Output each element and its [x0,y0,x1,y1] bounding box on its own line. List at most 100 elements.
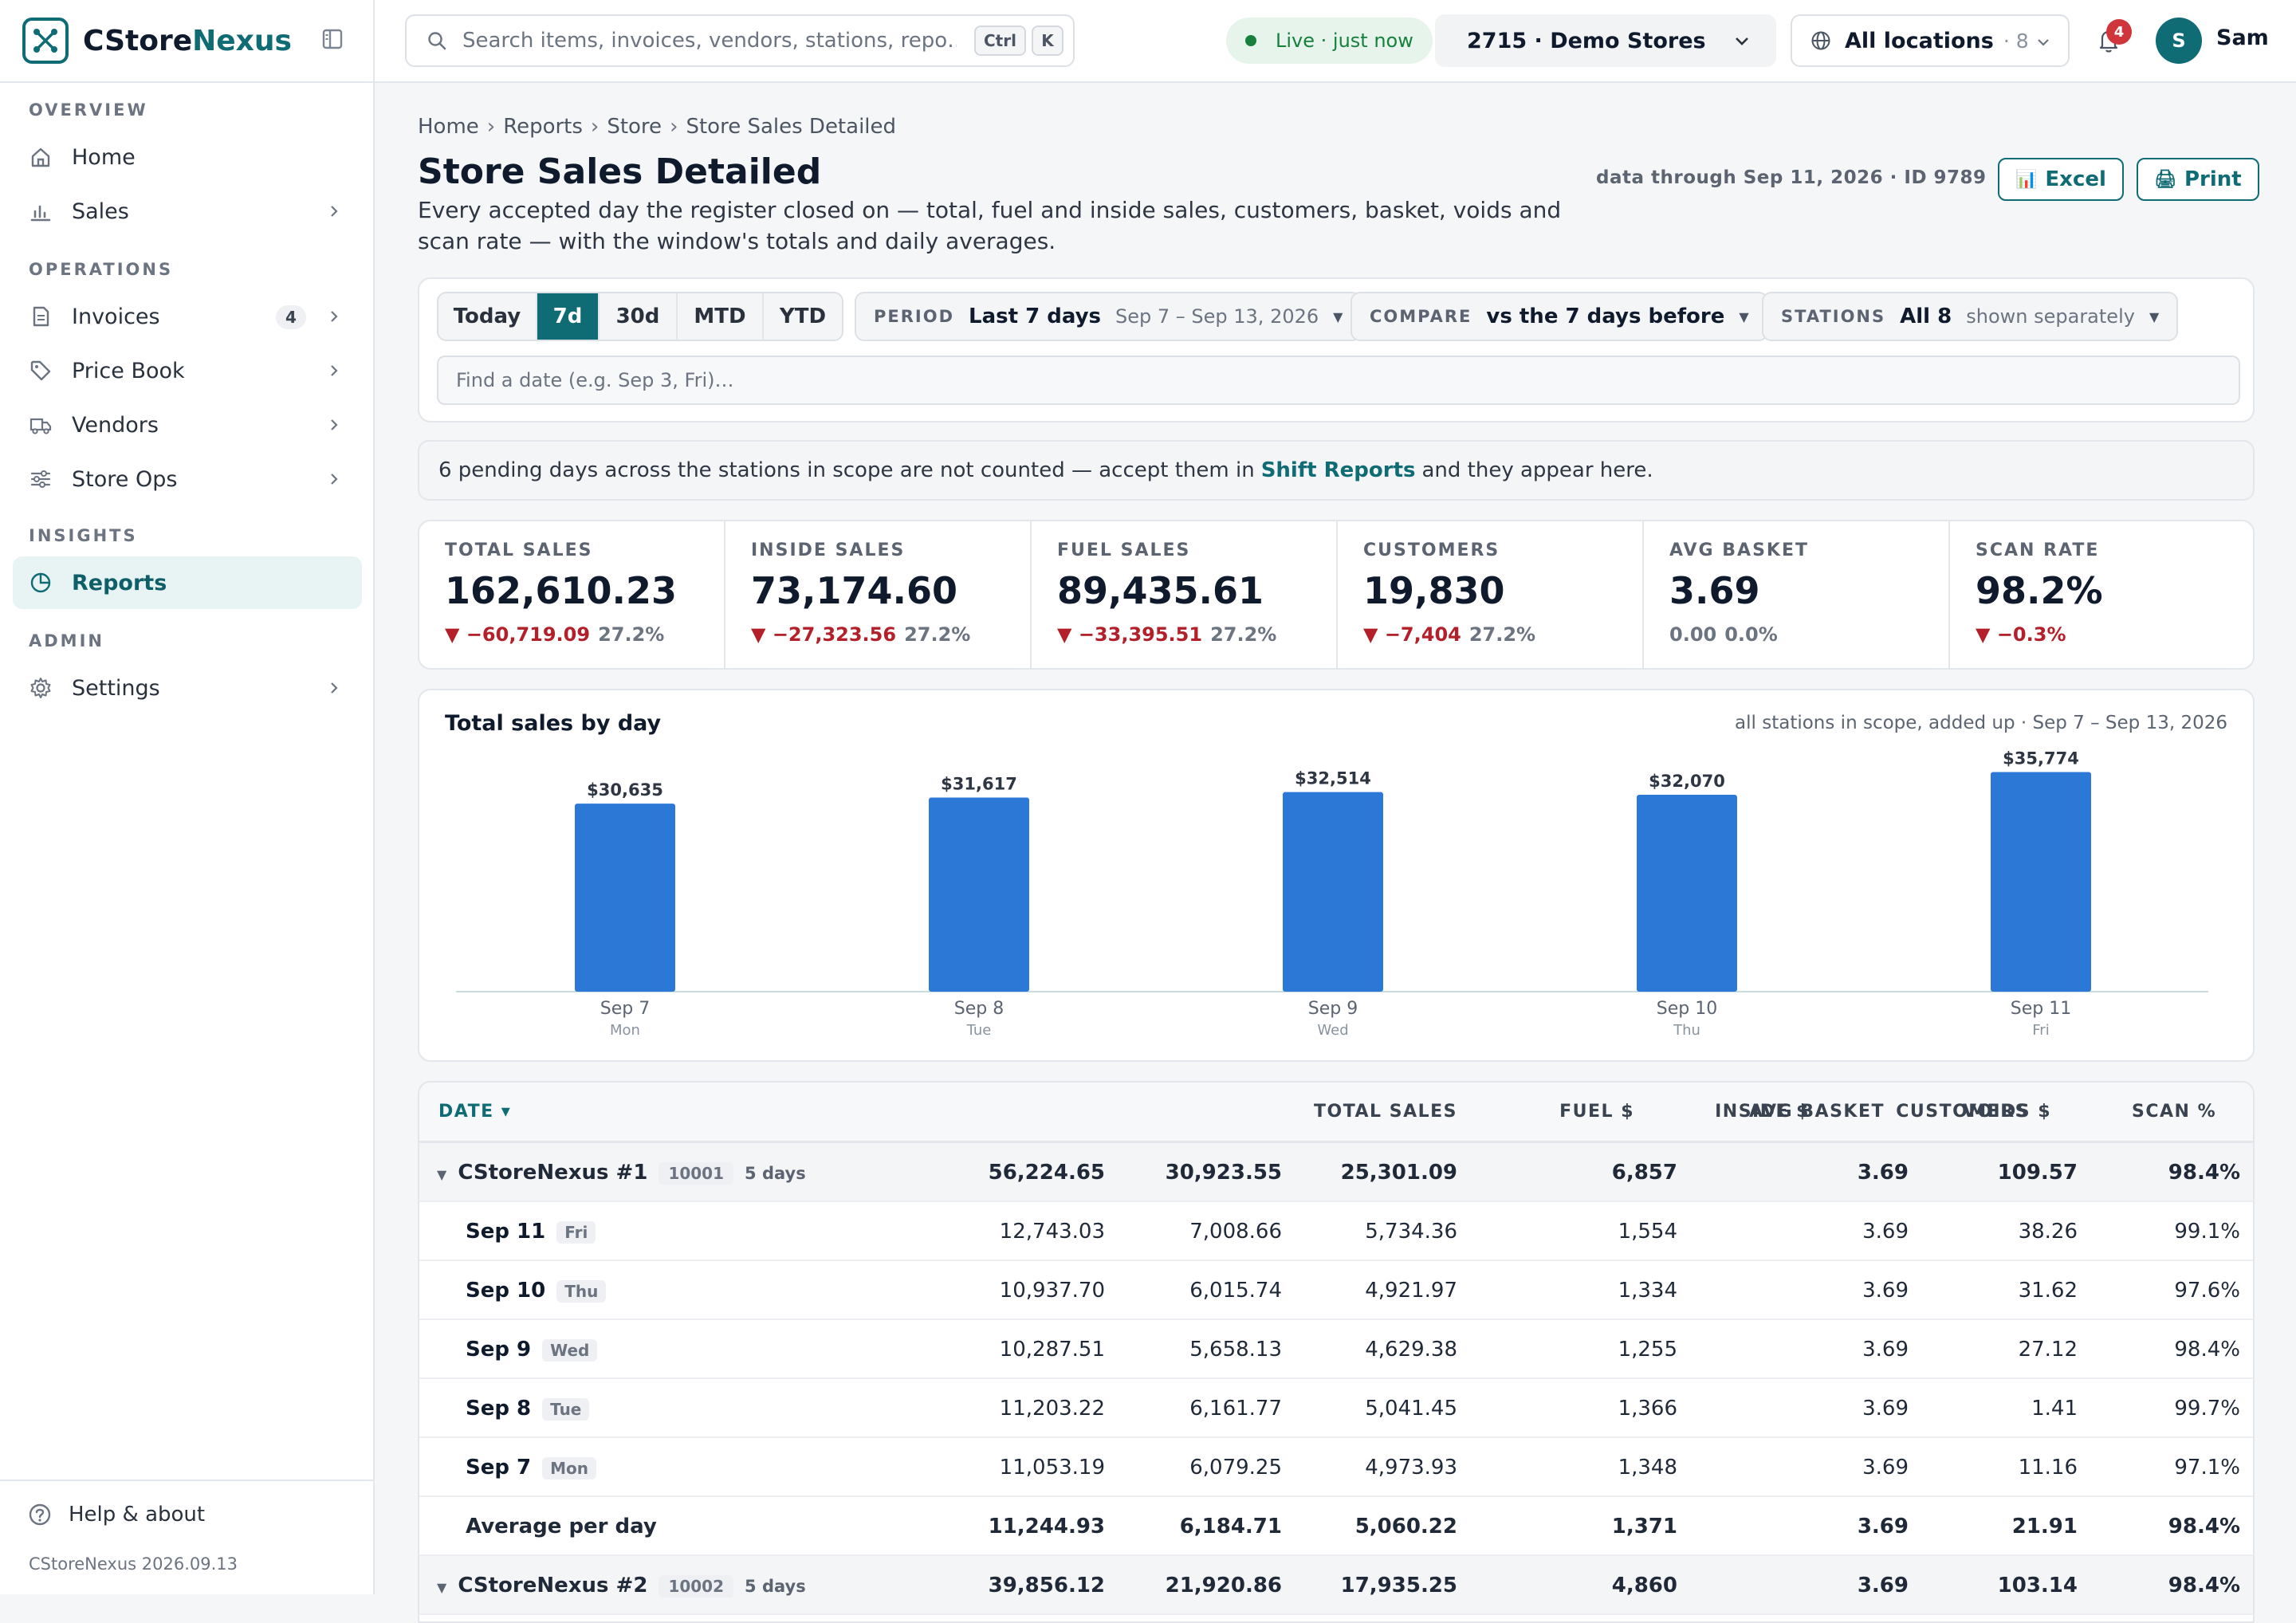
breadcrumb-home[interactable]: Home [418,115,479,139]
user-name[interactable]: Sam [2216,26,2269,50]
table-group-row[interactable]: ▼ CStoreNexus #2 10002 5 days 39,856.12 21,92… [419,1556,2253,1615]
sidebar-item-sales[interactable]: Sales [13,185,362,238]
table-group-row[interactable]: ▼ CStoreNexus #1 10001 5 days 56,224.65 30,92… [419,1143,2253,1202]
column-header-scan[interactable]: SCAN % [2132,1102,2217,1122]
kpi-delta: ▼ −7,404 27.2% [1363,623,1535,646]
column-header-inside[interactable]: INSIDE $ [1715,1102,1810,1122]
shift-reports-link[interactable]: Shift Reports [1260,458,1416,482]
column-header-date[interactable]: DATE ▾ [438,1102,512,1122]
bar-value-label: $32,514 [1295,769,1371,788]
range-ytd[interactable]: YTD [779,305,827,328]
column-header-voids[interactable]: VOIDS $ [1963,1102,2052,1122]
chevron-right-icon [327,364,341,378]
cell-fuel: 6,015.74 [1189,1279,1282,1303]
cell-customers: 1,554 [1618,1220,1677,1244]
sidebar-item-price-book[interactable]: Price Book [13,344,362,397]
breadcrumb-current: Store Sales Detailed [686,115,897,139]
kpi-delta-pct: 27.2% [1210,623,1277,646]
column-header-avg-basket[interactable]: AVG BASKET [1749,1102,1885,1122]
table-row[interactable]: Sep 9 Wed 10,287.51 5,658.13 4,629.38 1,255 3.… [419,1320,2253,1379]
chart-bar[interactable] [1283,792,1383,992]
store-selector[interactable]: 2715 · Demo Stores [1435,14,1776,67]
caret-down-icon[interactable]: ▼ [437,1580,447,1595]
group-label: ▼ CStoreNexus #2 10002 5 days [437,1574,806,1597]
table-row[interactable]: Sep 8 Tue 11,203.22 6,161.77 5,041.45 1,366 3.… [419,1379,2253,1438]
kpi-delta-pct: 27.2% [1468,623,1536,646]
table-row[interactable]: Sep 7 Mon 11,053.19 6,079.25 4,973.93 1,348 3.… [419,1438,2253,1497]
chart-bar[interactable] [1991,772,2091,992]
period-selector[interactable]: PERIOD Last 7 days Sep 7 – Sep 13, 2026 … [855,292,1362,341]
sidebar-item-home[interactable]: Home [13,131,362,183]
sidebar-item-vendors[interactable]: Vendors [13,399,362,451]
help-link[interactable]: Help & about [27,1502,205,1527]
sidebar-item-reports[interactable]: Reports [13,556,362,609]
column-header-fuel[interactable]: FUEL $ [1559,1102,1634,1122]
brand[interactable]: CStoreNexus [22,16,292,65]
kpi-fuel-sales: FUEL SALES 89,435.61 ▼ −33,395.51 27.2% [1032,521,1338,668]
cell-scan: 97.6% [2174,1279,2240,1303]
brand-name: CStoreNexus [83,24,292,57]
collapse-sidebar-icon[interactable] [320,27,348,54]
column-header-total-sales[interactable]: TOTAL SALES [1314,1102,1457,1122]
kpi-value: 162,610.23 [445,569,678,612]
cell-total-sales: 39,856.12 [988,1574,1105,1597]
location-selector[interactable]: All locations · 8 [1791,14,2070,67]
range-30d[interactable]: 30d [600,293,678,340]
sales-chart-card: Total sales by day all stations in scope… [418,689,2255,1062]
chart-bar[interactable] [1637,795,1737,992]
average-label: Average per day [466,1515,657,1539]
avatar[interactable]: S [2156,18,2202,64]
section-operations: OPERATIONS [29,260,174,279]
table-average-row[interactable]: Average per day 11,244.93 6,184.71 5,060.22… [419,1497,2253,1556]
stations-selector[interactable]: STATIONS All 8 shown separately ▼ [1762,292,2179,341]
excel-export-button[interactable]: 📊 Excel [1998,158,2124,201]
sliders-icon [27,466,54,493]
kpi-delta-pct: 27.2% [598,623,665,646]
caret-down-icon[interactable]: ▼ [437,1167,447,1182]
table-row[interactable]: Sep 10 Thu 10,937.70 6,015.74 4,921.97 1,334 3… [419,1261,2253,1320]
sidebar-item-invoices[interactable]: Invoices 4 [13,290,362,343]
caret-down-icon: ▼ [1739,308,1749,324]
chart-bar[interactable] [929,797,1029,992]
breadcrumb-reports[interactable]: Reports [503,115,583,139]
breadcrumb-store[interactable]: Store [607,115,662,139]
cell-scan: 97.1% [2174,1456,2240,1480]
cell-inside: 4,973.93 [1365,1456,1457,1480]
cell-voids: 11.16 [2018,1456,2078,1480]
notice-text-end: and they appear here. [1421,458,1653,482]
sidebar-item-label: Price Book [72,358,185,383]
cell-total-sales: 56,224.65 [988,1161,1105,1185]
cell-avg-basket: 3.69 [1862,1338,1909,1362]
sidebar-item-store-ops[interactable]: Store Ops [13,453,362,505]
live-status-text: Live · just now [1276,29,1413,52]
print-button[interactable]: 🖨 Print [2137,158,2259,201]
sidebar-item-settings[interactable]: Settings [13,662,362,714]
range-today[interactable]: Today [438,293,537,340]
search-input[interactable]: Search items, invoices, vendors, station… [405,14,1075,67]
column-header-customers[interactable]: CUSTOMERS [1896,1102,2029,1122]
compare-selector[interactable]: COMPARE vs the 7 days before ▼ [1350,292,1768,341]
store-selector-label: 2715 · Demo Stores [1467,28,1706,53]
cell-scan: 98.4% [2168,1574,2240,1597]
chart-bar[interactable] [575,804,675,992]
kpi-value: 89,435.61 [1057,569,1264,612]
cell-fuel: 6,161.77 [1189,1397,1282,1421]
cell-fuel: 21,920.86 [1165,1574,1282,1597]
location-selector-label: All locations [1845,28,1994,53]
kpi-delta-pct: 27.2% [904,623,971,646]
cell-avg-basket: 3.69 [1857,1161,1909,1185]
divider [0,1480,375,1481]
section-overview: OVERVIEW [29,100,148,120]
bar-value-label: $35,774 [2003,749,2079,768]
table-row[interactable]: Sep 11 Fri 12,743.03 7,008.66 5,734.36 1,554 3… [419,1202,2253,1261]
date-search-input[interactable]: Find a date (e.g. Sep 3, Fri)… [437,356,2240,405]
cell-avg-basket: 3.69 [1862,1279,1909,1303]
cell-customers: 1,255 [1618,1338,1677,1362]
app-version: CStoreNexus 2026.09.13 [29,1554,238,1574]
cell-scan: 98.4% [2168,1161,2240,1185]
range-mtd[interactable]: MTD [678,293,764,340]
range-7d[interactable]: 7d [537,293,600,340]
cell-customers: 1,334 [1618,1279,1677,1303]
x-tick-weekday: Fri [2032,1022,2049,1039]
cell-customers: 4,860 [1611,1574,1677,1597]
